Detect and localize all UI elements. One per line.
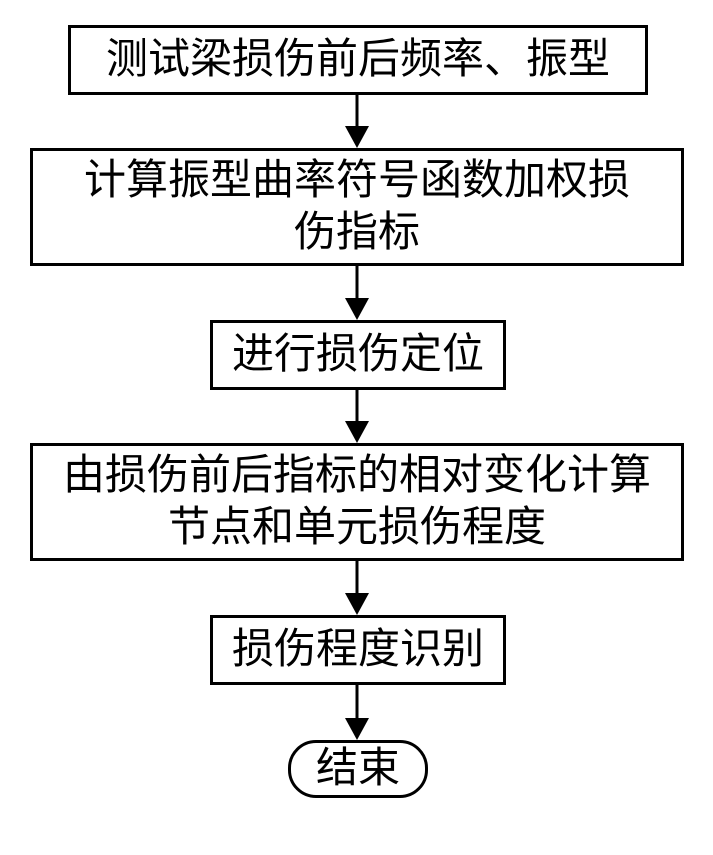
flow-node-n2: 计算振型曲率符号函数加权损伤指标 bbox=[30, 148, 684, 266]
flow-arrow-n3-n4 bbox=[343, 390, 371, 445]
flow-arrow-n1-n2 bbox=[343, 95, 371, 150]
flow-node-label: 结束 bbox=[316, 743, 400, 796]
flow-node-n6: 结束 bbox=[288, 740, 428, 798]
flow-node-n4: 由损伤前后指标的相对变化计算节点和单元损伤程度 bbox=[30, 443, 684, 561]
flow-arrow-n4-n5 bbox=[343, 561, 371, 617]
flow-node-n5: 损伤程度识别 bbox=[210, 615, 506, 685]
flow-arrow-n2-n3 bbox=[343, 266, 371, 322]
flow-node-label: 进行损伤定位 bbox=[232, 329, 484, 382]
flow-node-label: 计算振型曲率符号函数加权损伤指标 bbox=[84, 155, 630, 260]
flow-node-n1: 测试梁损伤前后频率、振型 bbox=[68, 25, 648, 95]
flow-arrow-n5-n6 bbox=[343, 685, 371, 742]
flow-node-label: 损伤程度识别 bbox=[232, 624, 484, 677]
flow-node-n3: 进行损伤定位 bbox=[210, 320, 506, 390]
flow-node-label: 由损伤前后指标的相对变化计算节点和单元损伤程度 bbox=[63, 450, 651, 555]
flow-node-label: 测试梁损伤前后频率、振型 bbox=[106, 34, 610, 87]
